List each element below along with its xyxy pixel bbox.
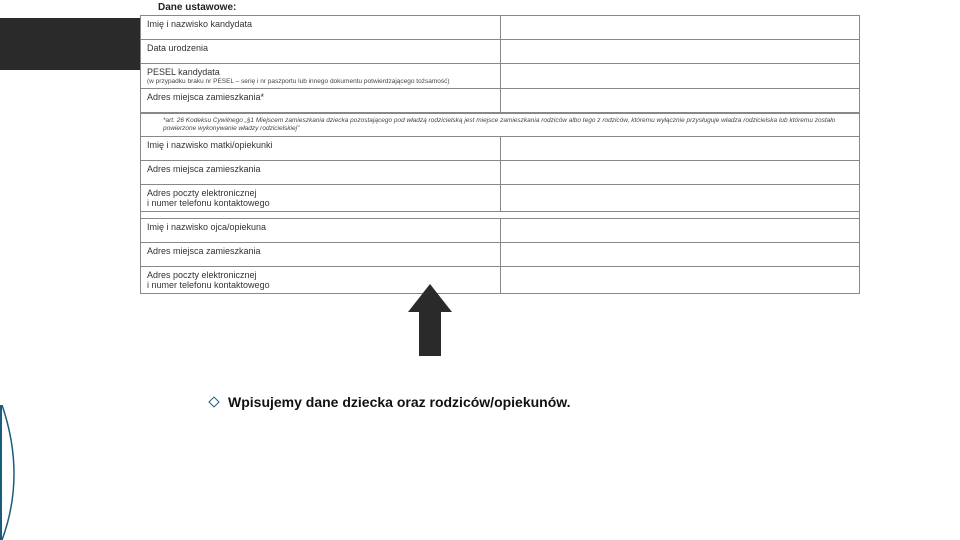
table-row: Imię i nazwisko matki/opiekunki bbox=[141, 136, 860, 160]
label-text: Adres poczty elektronicznej i numer tele… bbox=[147, 188, 270, 208]
caption-text: Wpisujemy dane dziecka oraz rodziców/opi… bbox=[228, 394, 571, 410]
row-label: Adres poczty elektronicznej i numer tele… bbox=[141, 184, 501, 211]
father-table: Imię i nazwisko ojca/opiekuna Adres miej… bbox=[140, 218, 860, 294]
row-value[interactable] bbox=[500, 89, 860, 113]
label-text: Imię i nazwisko ojca/opiekuna bbox=[147, 222, 266, 232]
row-value[interactable] bbox=[500, 136, 860, 160]
row-value[interactable] bbox=[500, 242, 860, 266]
candidate-table: Imię i nazwisko kandydata Data urodzenia… bbox=[140, 15, 860, 113]
row-label: PESEL kandydata (w przypadku braku nr PE… bbox=[141, 64, 501, 89]
form-container: Dane ustawowe: Imię i nazwisko kandydata… bbox=[140, 0, 860, 294]
label-text: Adres poczty elektronicznej i numer tele… bbox=[147, 270, 270, 290]
label-text: Adres miejsca zamieszkania bbox=[147, 246, 261, 256]
label-text: PESEL kandydata bbox=[147, 67, 220, 77]
label-text: Adres miejsca zamieszkania bbox=[147, 164, 261, 174]
row-value[interactable] bbox=[500, 184, 860, 211]
row-value[interactable] bbox=[500, 64, 860, 89]
row-value[interactable] bbox=[500, 160, 860, 184]
legal-footnote: *art. 26 Kodeksu Cywilnego „§1 Miejscem … bbox=[140, 113, 860, 136]
table-row: Adres miejsca zamieszkania bbox=[141, 160, 860, 184]
table-row: Imię i nazwisko kandydata bbox=[141, 16, 860, 40]
table-row: Data urodzenia bbox=[141, 40, 860, 64]
row-label: Imię i nazwisko matki/opiekunki bbox=[141, 136, 501, 160]
mother-table: Imię i nazwisko matki/opiekunki Adres mi… bbox=[140, 136, 860, 212]
caption-row: Wpisujemy dane dziecka oraz rodziców/opi… bbox=[210, 394, 571, 410]
row-label: Imię i nazwisko kandydata bbox=[141, 16, 501, 40]
table-row: Adres miejsca zamieszkania bbox=[141, 242, 860, 266]
table-row: PESEL kandydata (w przypadku braku nr PE… bbox=[141, 64, 860, 89]
table-row: Adres poczty elektronicznej i numer tele… bbox=[141, 266, 860, 293]
arrow-up-icon bbox=[405, 284, 455, 356]
form-header: Dane ustawowe: bbox=[140, 0, 860, 15]
row-label: Adres miejsca zamieszkania* bbox=[141, 89, 501, 113]
table-row: Imię i nazwisko ojca/opiekuna bbox=[141, 218, 860, 242]
row-label: Data urodzenia bbox=[141, 40, 501, 64]
row-value[interactable] bbox=[500, 40, 860, 64]
label-text: Imię i nazwisko matki/opiekunki bbox=[147, 140, 273, 150]
left-accent-curve bbox=[2, 405, 30, 540]
label-text: Imię i nazwisko kandydata bbox=[147, 19, 252, 29]
diamond-bullet-icon bbox=[208, 396, 219, 407]
row-value[interactable] bbox=[500, 266, 860, 293]
label-text: Adres miejsca zamieszkania* bbox=[147, 92, 264, 102]
row-label: Adres miejsca zamieszkania bbox=[141, 242, 501, 266]
table-row: Adres poczty elektronicznej i numer tele… bbox=[141, 184, 860, 211]
row-value[interactable] bbox=[500, 16, 860, 40]
label-note: (w przypadku braku nr PESEL – serię i nr… bbox=[147, 78, 494, 85]
row-label: Imię i nazwisko ojca/opiekuna bbox=[141, 218, 501, 242]
row-value[interactable] bbox=[500, 218, 860, 242]
corner-accent-box bbox=[0, 18, 140, 70]
label-text: Data urodzenia bbox=[147, 43, 208, 53]
table-row: Adres miejsca zamieszkania* bbox=[141, 89, 860, 113]
row-label: Adres miejsca zamieszkania bbox=[141, 160, 501, 184]
